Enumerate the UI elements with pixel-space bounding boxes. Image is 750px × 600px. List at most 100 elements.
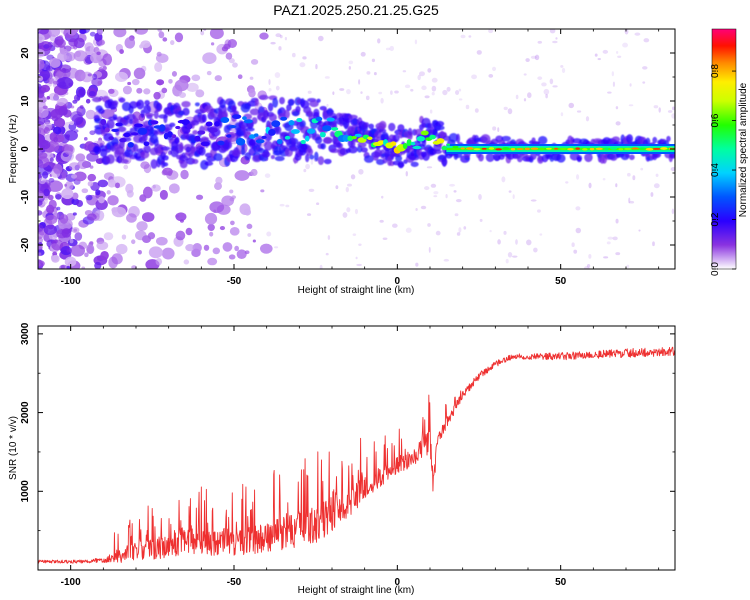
noise-blob [488, 29, 494, 34]
ridge-blob [390, 141, 397, 146]
noise-blob [161, 247, 175, 260]
ridge-halo-blob [176, 106, 182, 113]
ridge-halo-blob [314, 136, 323, 144]
noise-blob [302, 56, 307, 60]
noise-blob [38, 33, 45, 44]
ridge-blob [410, 141, 416, 146]
ridge-blob [530, 147, 539, 150]
y-tick-label: 20 [20, 47, 31, 59]
noise-blob [429, 109, 433, 114]
colorbar-tick-label: 0.2 [710, 212, 721, 226]
ridge-halo-blob [179, 160, 188, 169]
noise-blob [507, 252, 513, 258]
ridge-halo-blob [290, 138, 296, 147]
ridge-blob [367, 136, 373, 141]
noise-blob [221, 195, 234, 207]
noise-blob [576, 110, 582, 113]
noise-blob [115, 243, 128, 255]
ridge-halo-blob [261, 151, 271, 158]
noise-blob [622, 42, 628, 48]
noise-blob [537, 76, 543, 80]
noise-blob [52, 126, 62, 135]
ridge-halo-blob [136, 99, 145, 110]
ridge-halo-blob [160, 146, 171, 151]
noise-blob [106, 190, 111, 195]
noise-blob [549, 78, 554, 85]
spectrogram-noise-blobs [38, 29, 675, 269]
noise-blob [102, 53, 113, 66]
ridge-halo-blob [323, 158, 332, 165]
noise-blob [552, 85, 558, 88]
noise-blob [310, 159, 314, 165]
noise-blob [48, 92, 60, 101]
noise-blob [202, 52, 217, 65]
noise-blob [158, 31, 165, 39]
noise-blob [179, 219, 184, 223]
noise-blob [445, 193, 448, 199]
ridge-halo-blob [150, 159, 158, 169]
colorbar-frame [711, 28, 737, 270]
ridge-halo-blob [388, 122, 396, 132]
noise-blob [111, 253, 123, 265]
noise-blob [94, 261, 102, 269]
noise-blob [209, 231, 214, 237]
noise-blob [38, 199, 43, 207]
ridge-halo-blob [162, 162, 169, 167]
noise-blob [168, 78, 173, 84]
noise-blob [275, 85, 280, 91]
noise-blob [96, 241, 109, 251]
noise-blob [606, 241, 611, 245]
ridge-blob [465, 147, 474, 150]
spectrogram-x-axis-label: Height of straight line (km) [298, 285, 415, 296]
noise-blob [155, 257, 163, 266]
noise-blob [111, 206, 127, 218]
noise-blob [268, 78, 271, 85]
ridge-blob [452, 145, 459, 149]
noise-blob [377, 38, 381, 44]
noise-blob [191, 74, 201, 82]
ridge-halo-blob [222, 139, 233, 150]
ridge-halo-blob [92, 145, 101, 153]
noise-blob [140, 161, 150, 169]
noise-blob [161, 87, 168, 94]
noise-blob [503, 230, 507, 235]
ridge-blob [524, 147, 530, 151]
snr-x-axis-label: Height of straight line (km) [298, 585, 415, 596]
ridge-halo-blob [128, 119, 134, 125]
ridge-blob [502, 147, 510, 150]
noise-blob [497, 127, 500, 132]
noise-blob [98, 39, 106, 46]
ridge-halo-blob [329, 148, 340, 153]
ridge-blob [220, 117, 230, 124]
ridge-halo-blob [407, 127, 413, 136]
noise-blob [87, 73, 92, 77]
noise-blob [180, 169, 189, 180]
noise-blob [46, 96, 51, 100]
ridge-halo-blob [493, 151, 501, 162]
ridge-blob [255, 139, 265, 144]
noise-blob [365, 95, 370, 101]
ridge-blob [100, 118, 107, 126]
noise-blob [209, 29, 224, 40]
noise-blob [38, 106, 49, 119]
noise-blob [229, 227, 240, 236]
noise-blob [87, 173, 97, 182]
noise-blob [586, 263, 591, 268]
ridge-blob [304, 135, 310, 142]
ridge-halo-blob [629, 154, 635, 161]
noise-blob [652, 241, 655, 247]
noise-blob [83, 142, 95, 152]
ridge-blob [354, 133, 362, 137]
noise-blob [45, 214, 58, 225]
ridge-halo-blob [133, 143, 139, 152]
noise-blob [108, 88, 115, 94]
ridge-halo-blob [305, 153, 310, 163]
ridge-halo-blob [320, 142, 326, 150]
noise-blob [642, 66, 648, 70]
noise-blob [51, 254, 60, 263]
ridge-halo-blob [181, 100, 191, 108]
noise-blob [102, 65, 107, 70]
noise-blob [342, 212, 348, 218]
noise-blob [456, 232, 461, 236]
ridge-blob [119, 137, 127, 143]
